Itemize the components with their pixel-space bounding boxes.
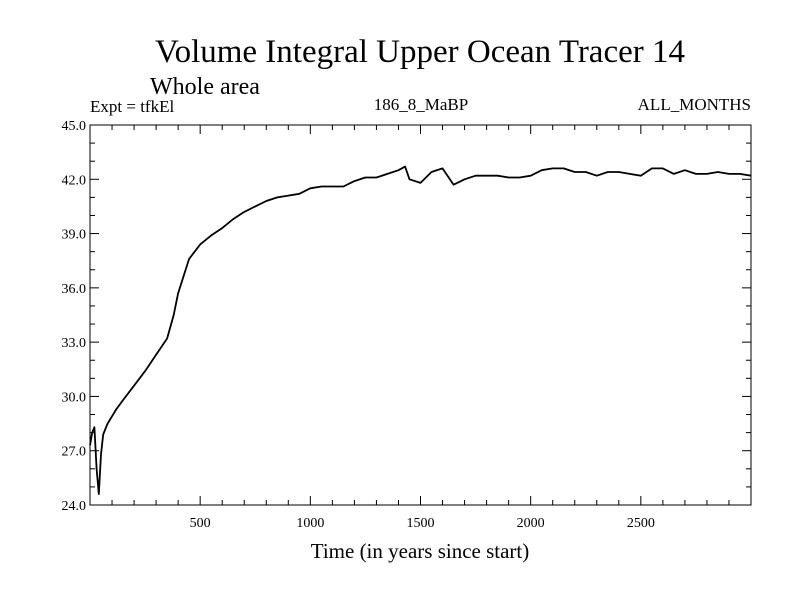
scenario-label: 186_8_MaBP bbox=[374, 95, 468, 114]
x-tick-label: 1500 bbox=[407, 516, 435, 531]
series-group bbox=[89, 165, 752, 496]
y-tick-label: 30.0 bbox=[62, 390, 87, 405]
y-tick-label: 36.0 bbox=[62, 282, 87, 297]
y-tick-label: 45.0 bbox=[62, 119, 87, 134]
x-tick-label: 2500 bbox=[627, 516, 655, 531]
y-tick-label: 33.0 bbox=[62, 336, 87, 351]
chart-subtitle: Whole area bbox=[150, 74, 260, 100]
x-tick-label: 1000 bbox=[296, 516, 324, 531]
x-axis: 500 1000 1500 2000 2500 bbox=[111, 125, 730, 531]
series-line bbox=[89, 165, 752, 496]
months-label: ALL_MONTHS bbox=[638, 95, 751, 114]
x-tick-label: 500 bbox=[190, 516, 211, 531]
y-tick-label: 27.0 bbox=[62, 445, 87, 460]
y-tick-label: 42.0 bbox=[62, 173, 87, 188]
y-tick-label: 24.0 bbox=[62, 499, 87, 514]
chart-title: Volume Integral Upper Ocean Tracer 14 bbox=[155, 34, 685, 70]
x-tick-label: 2000 bbox=[517, 516, 545, 531]
y-tick-label: 39.0 bbox=[62, 228, 87, 243]
x-axis-label: Time (in years since start) bbox=[311, 539, 530, 563]
experiment-label: Expt = tfkEl bbox=[90, 97, 174, 116]
y-axis: 24.0 27.0 30.0 33.0 36.0 39.0 42.0 45.0 bbox=[62, 119, 751, 514]
